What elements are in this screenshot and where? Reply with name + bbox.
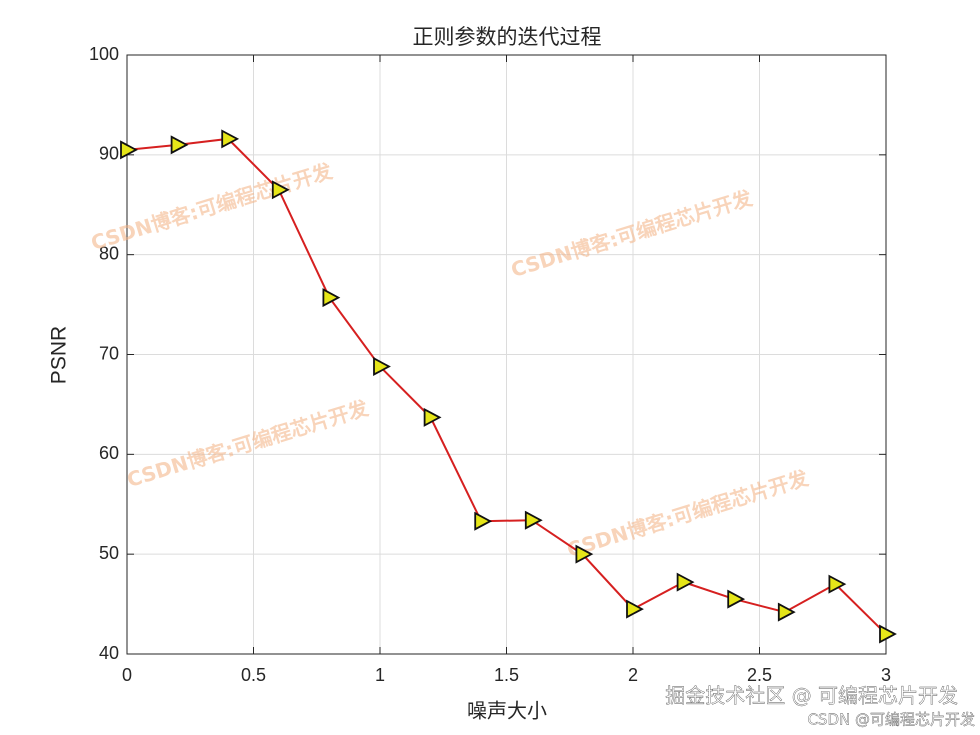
chart-title: 正则参数的迭代过程: [413, 25, 602, 49]
x-tick-label: 1.5: [494, 665, 519, 685]
y-tick-label: 90: [99, 144, 119, 164]
data-marker: [575, 544, 594, 564]
data-marker: [271, 180, 290, 200]
x-axis-label: 噪声大小: [467, 699, 547, 723]
y-axis-label: PSNR: [48, 326, 71, 384]
plot-frame: [126, 54, 887, 655]
y-tick-label: 50: [99, 543, 119, 563]
footer-text: CSDN @可编程芯片开发: [807, 711, 975, 729]
footer-text: 掘金技术社区 @ 可编程芯片开发: [665, 684, 958, 708]
data-marker: [120, 140, 138, 160]
data-marker: [777, 602, 796, 622]
x-tick-label: 0: [122, 665, 132, 685]
y-tick-label: 40: [99, 643, 119, 663]
data-marker: [221, 129, 240, 149]
y-tick-label: 70: [99, 343, 119, 363]
y-tick-label: 80: [99, 243, 119, 263]
data-marker: [474, 511, 493, 531]
data-marker: [373, 356, 391, 376]
data-marker: [423, 407, 442, 427]
x-tick-label: 2: [628, 665, 638, 685]
data-marker: [626, 599, 644, 619]
data-marker: [676, 572, 695, 592]
data-marker: [828, 574, 847, 594]
data-marker: [170, 135, 189, 155]
data-marker: [524, 510, 543, 530]
data-line: [126, 137, 887, 635]
data-marker: [727, 589, 746, 609]
data-marker: [322, 288, 341, 308]
x-tick-label: 2.5: [747, 665, 772, 685]
x-tick-label: 3: [881, 665, 891, 685]
y-tick-label: 100: [89, 44, 119, 64]
x-tick-label: 1: [375, 665, 385, 685]
x-tick-label: 0.5: [241, 665, 266, 685]
data-marker: [879, 624, 897, 644]
y-tick-label: 60: [99, 443, 119, 463]
